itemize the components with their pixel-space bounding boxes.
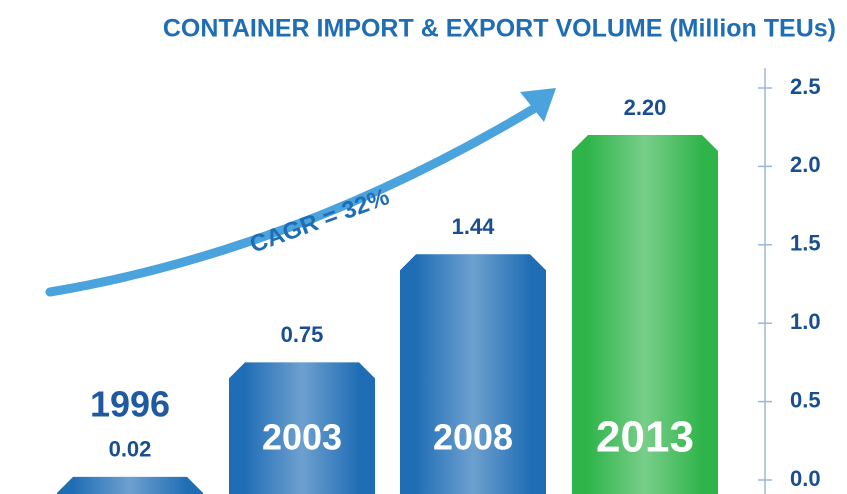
y-tick-label: 0.0 <box>790 466 821 491</box>
arrow-head <box>520 88 556 122</box>
category-label: 1996 <box>90 383 170 424</box>
trend-arrow <box>45 100 545 297</box>
y-tick-label: 2.5 <box>790 74 821 99</box>
y-tick-label: 1.0 <box>790 309 821 334</box>
annotation: CAGR = 32% <box>246 183 392 258</box>
category-label: 2008 <box>433 417 513 458</box>
bar-sheen <box>415 254 531 494</box>
bar-sheen <box>244 362 360 494</box>
value-label: 1.44 <box>452 214 496 239</box>
value-label: 0.02 <box>109 437 152 462</box>
y-tick-label: 1.5 <box>790 231 821 256</box>
value-label: 2.20 <box>624 95 667 120</box>
y-tick-label: 2.0 <box>790 152 821 177</box>
chart-title: CONTAINER IMPORT & EXPORT VOLUME (Millio… <box>163 15 836 43</box>
category-label: 2013 <box>596 413 694 462</box>
bar-sheen <box>587 135 703 494</box>
y-tick-label: 0.5 <box>790 387 821 412</box>
value-label: 0.75 <box>281 322 324 347</box>
bar-sheen <box>72 476 188 494</box>
category-label: 2003 <box>262 417 342 458</box>
